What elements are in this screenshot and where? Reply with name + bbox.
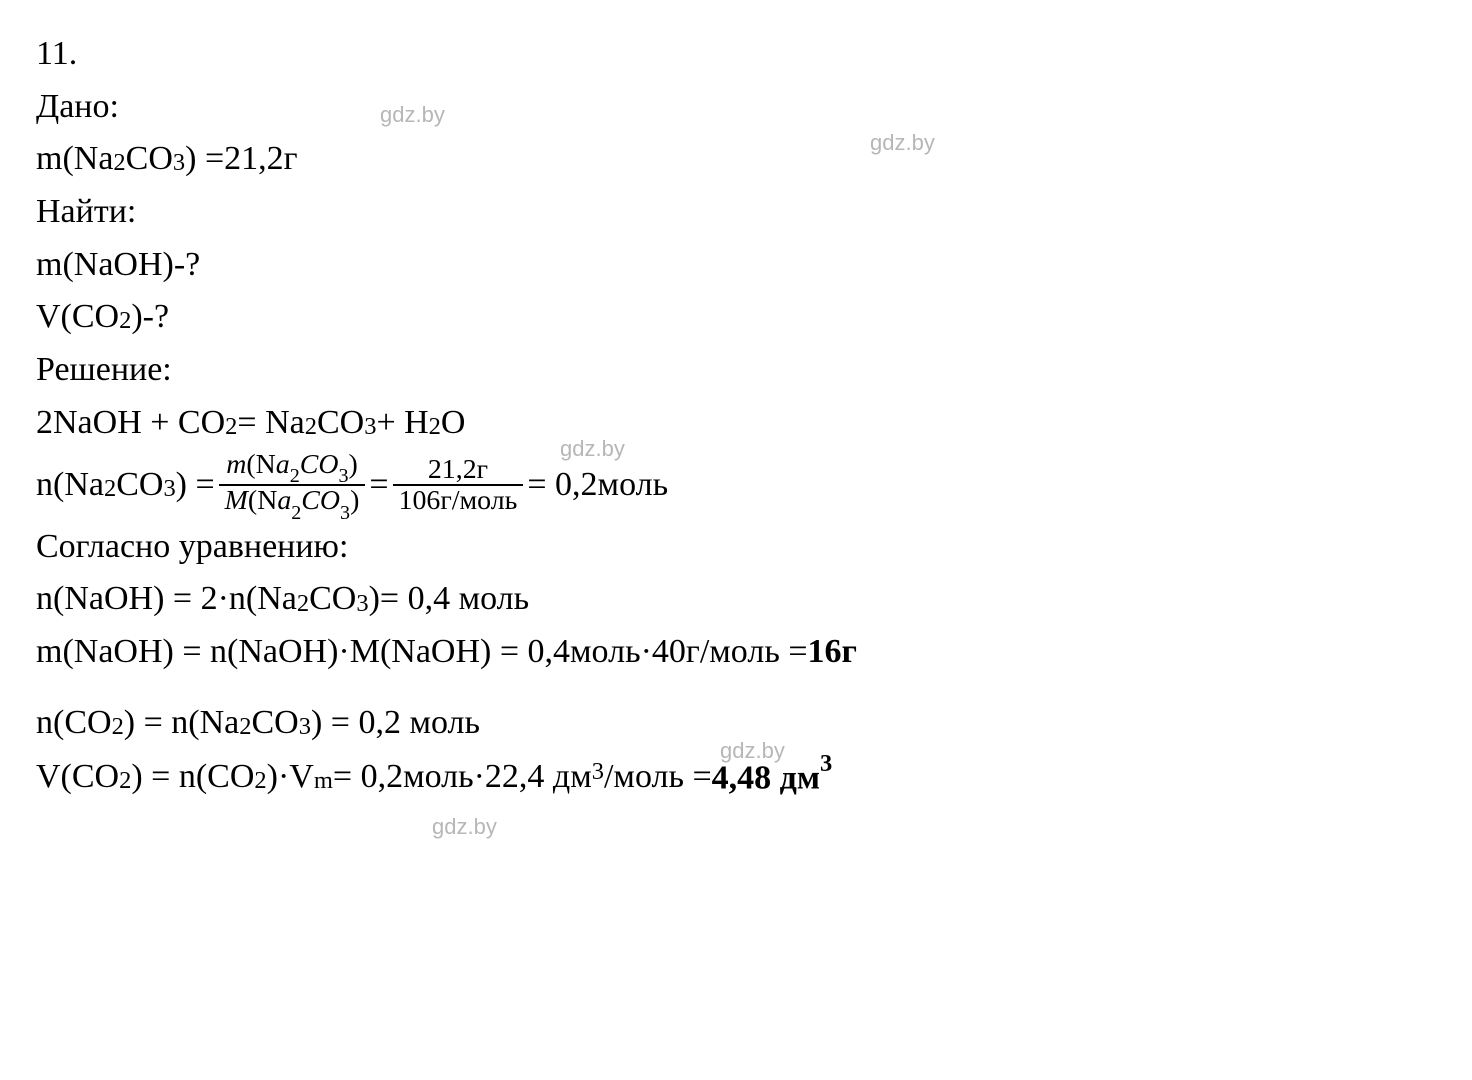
o-italic: O <box>320 485 340 516</box>
txt: )-? <box>131 291 169 344</box>
txt: V(CO <box>36 291 119 344</box>
txt: + H <box>376 397 428 450</box>
sub-3: 3 <box>163 470 175 508</box>
txt: (N <box>248 485 277 516</box>
sub-3: 3 <box>173 144 185 182</box>
numerator: m(Na2CO3) <box>220 450 364 485</box>
txt: 2NaOH + CO <box>36 397 225 450</box>
txt: CO <box>309 573 356 626</box>
txt: n(NaOH) = 2·n(Na <box>36 573 297 626</box>
txt: CO <box>317 397 364 450</box>
find-label: Найти: <box>36 186 1436 239</box>
sub-2: 2 <box>225 408 237 446</box>
numerator: 21,2г <box>422 455 494 484</box>
res-a: 4,48 дм <box>712 759 820 796</box>
m-italic: m <box>226 449 246 480</box>
txt: (N <box>246 449 275 480</box>
find-v-co2: V(CO2)-? <box>36 291 1436 344</box>
a-italic: a <box>277 485 291 516</box>
txt: = 0,2моль·22,4 дм <box>333 751 592 804</box>
txt: = Na <box>237 397 304 450</box>
n-naoh-calc: n(NaOH) = 2·n(Na2CO3)= 0,4 моль <box>36 573 1436 626</box>
sub-2: 2 <box>297 585 309 623</box>
txt: )·V <box>267 751 314 804</box>
sub-2: 2 <box>239 708 251 746</box>
find-m-naoh: m(NaOH)-? <box>36 239 1436 292</box>
sub-3: 3 <box>299 708 311 746</box>
according-label: Согласно уравнению: <box>36 521 1436 574</box>
txt: n(Na <box>36 459 104 512</box>
m-cap-italic: M <box>225 485 248 516</box>
txt: /моль = <box>604 751 712 804</box>
txt: ) = n(CO <box>131 751 254 804</box>
txt: CO <box>126 133 173 186</box>
txt: ) = <box>176 459 215 512</box>
solution-label: Решение: <box>36 344 1436 397</box>
a-italic: a <box>276 449 290 480</box>
sub-2: 2 <box>291 502 301 524</box>
value: 21,2г <box>224 133 297 186</box>
solution-page: gdz.by gdz.by gdz.by gdz.by gdz.by 11. Д… <box>0 0 1472 833</box>
denominator: M(Na2CO3) <box>219 484 366 521</box>
result-bold: 16г <box>808 626 857 679</box>
fraction-numeric: 21,2г 106г/моль <box>393 455 524 516</box>
txt: ) <box>350 485 359 516</box>
sup-3: 3 <box>820 750 832 777</box>
sub-m: m <box>314 762 333 800</box>
m-naoh-calc: m(NaOH) = n(NaOH)·M(NaOH) = 0,4моль·40г/… <box>36 626 1436 679</box>
sub-2: 2 <box>254 762 266 800</box>
sub-2: 2 <box>305 408 317 446</box>
sub-3: 3 <box>364 408 376 446</box>
sub-2: 2 <box>290 465 300 487</box>
txt: m(Na <box>36 133 113 186</box>
c-italic: C <box>300 449 319 480</box>
txt: m(NaOH) = n(NaOH)·M(NaOH) = 0,4моль·40г/… <box>36 626 808 679</box>
txt: ) = <box>185 133 224 186</box>
txt: CO <box>116 459 163 512</box>
txt: n(CO <box>36 697 112 750</box>
fraction-symbolic: m(Na2CO3) M(Na2CO3) <box>219 450 366 521</box>
txt: O <box>441 397 466 450</box>
txt: CO <box>252 697 299 750</box>
txt: ) <box>349 449 358 480</box>
problem-number: 11. <box>36 28 1436 81</box>
denominator: 106г/моль <box>393 484 524 515</box>
given-label: Дано: <box>36 81 1436 134</box>
txt: ) = 0,2 моль <box>311 697 480 750</box>
sub-2: 2 <box>429 408 441 446</box>
txt: V(CO <box>36 751 119 804</box>
sub-3: 3 <box>340 502 350 524</box>
o-italic: O <box>318 449 338 480</box>
sub-2: 2 <box>112 708 124 746</box>
sub-2: 2 <box>119 302 131 340</box>
sub-3: 3 <box>356 585 368 623</box>
c-italic: C <box>301 485 320 516</box>
sub-2: 2 <box>119 762 131 800</box>
result: = 0,2моль <box>527 459 668 512</box>
txt: )= 0,4 моль <box>369 573 530 626</box>
eq: = <box>369 459 388 512</box>
spacer <box>36 679 1436 697</box>
watermark: gdz.by <box>432 810 497 844</box>
sub-2: 2 <box>113 144 125 182</box>
result-bold: 4,48 дм3 <box>712 750 833 805</box>
n-na2co3-calc: n(Na2CO3) = m(Na2CO3) M(Na2CO3) = 21,2г … <box>36 450 1436 521</box>
sub-3: 3 <box>338 465 348 487</box>
given-m-na2co3: m(Na2CO3) = 21,2г <box>36 133 1436 186</box>
reaction-equation: 2NaOH + CO2 = Na2CO3 + H2O <box>36 397 1436 450</box>
sub-2: 2 <box>104 470 116 508</box>
txt: ) = n(Na <box>124 697 239 750</box>
n-co2-calc: n(CO2) = n(Na2CO3) = 0,2 моль <box>36 697 1436 750</box>
v-co2-calc: V(CO2) = n(CO2)·Vm = 0,2моль·22,4 дм3/мо… <box>36 750 1436 805</box>
sup-3: 3 <box>592 753 604 791</box>
